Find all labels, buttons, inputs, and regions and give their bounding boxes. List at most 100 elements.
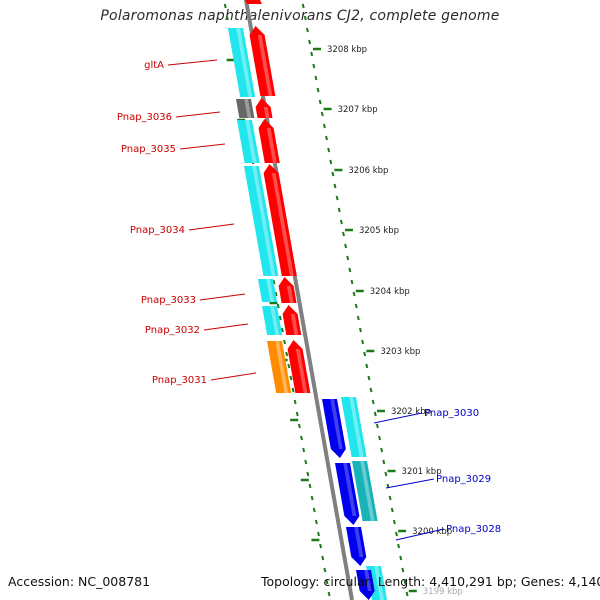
scale-tick-label: 3202 kbp <box>391 407 431 417</box>
track-dot <box>327 147 331 153</box>
cog-block-shine <box>374 566 385 600</box>
track-dot <box>367 375 371 381</box>
track-dot <box>306 471 310 477</box>
cds-arrow-reverse-shine <box>354 527 364 557</box>
track-dot <box>295 411 299 417</box>
cog-block-shine <box>266 279 275 302</box>
cds-arrow-reverse <box>356 570 375 600</box>
cds-arrow-forward <box>263 164 297 276</box>
genome-stats-text: Topology: circular; Length: 4,410,291 bp… <box>261 574 600 589</box>
track-dot <box>314 75 318 81</box>
cds-arrow-forward-shine <box>295 349 308 393</box>
gene-labels: gltA Pnap_3036 Pnap_3035 Pnap_3034 Pnap_3033… <box>117 59 501 541</box>
scale-tick-label: 3207 kbp <box>338 105 378 115</box>
track-dot <box>373 411 377 417</box>
track-dot <box>371 399 375 405</box>
cog-block <box>258 279 278 302</box>
track-dot <box>317 531 320 537</box>
cds-arrow-reverse-shine <box>330 399 343 449</box>
scale-tick-label: 3199 kbp <box>423 587 463 597</box>
label-leader-line <box>385 478 435 489</box>
cds-arrow-forward-shine <box>271 173 294 276</box>
scale-tick-label: 3205 kbp <box>359 226 399 236</box>
track-dot <box>283 339 287 345</box>
cog-block <box>352 461 378 521</box>
track-dot <box>369 387 373 393</box>
track-dot <box>388 495 392 501</box>
track-dot <box>342 231 345 237</box>
scale-tick-label: 3203 kbp <box>380 347 420 357</box>
track-dot <box>380 447 384 453</box>
track-dot <box>293 399 297 405</box>
scale-tick-label: 3206 kbp <box>348 166 388 176</box>
gene-label-pnap-3028: Pnap_3028 <box>446 524 501 535</box>
track-dot <box>303 15 307 21</box>
track-dot <box>344 243 348 249</box>
track-dot <box>356 315 360 321</box>
cds-arrow-forward <box>245 0 262 4</box>
gene-label-glta: gltA <box>144 60 164 71</box>
cds-arrow-forward <box>282 305 302 335</box>
cog-block-shine <box>252 166 276 276</box>
cds-track <box>245 0 375 600</box>
gene-label-pnap-3029: Pnap_3029 <box>436 474 491 485</box>
track-dot <box>337 207 341 213</box>
track-dot <box>318 99 322 105</box>
track-dot <box>390 507 394 513</box>
gene-label-pnap-3032: Pnap_3032 <box>145 325 200 336</box>
label-leader-line <box>203 323 249 331</box>
label-leader-line <box>199 293 246 301</box>
track-dot <box>225 15 229 21</box>
track-dot <box>331 171 335 177</box>
gene-label-pnap-3036: Pnap_3036 <box>117 112 172 123</box>
track-dot <box>365 363 369 369</box>
track-dot <box>358 327 362 333</box>
track-dot <box>289 375 293 381</box>
track-dot <box>321 555 325 561</box>
map-title: Polaromonas naphthalenivorans CJ2, compl… <box>100 8 500 24</box>
cog-block <box>341 397 367 457</box>
scale-tick-label: 3208 kbp <box>327 45 367 55</box>
track-dot <box>302 447 306 453</box>
cog-block-shine <box>360 461 375 521</box>
track-dot <box>382 459 386 465</box>
track-dot <box>323 567 327 573</box>
cog-block <box>236 99 255 118</box>
track-dot <box>384 471 388 477</box>
track-dot <box>354 303 358 309</box>
track-dot <box>361 339 365 345</box>
scale-tick-label: 3204 kbp <box>370 287 410 297</box>
cog-block <box>244 166 279 276</box>
track-dot <box>325 135 328 141</box>
cds-arrow-reverse <box>346 527 367 566</box>
track-dot <box>333 183 337 189</box>
track-dot <box>276 303 280 309</box>
label-leader-line <box>167 59 218 66</box>
track-right-dots <box>301 3 409 597</box>
cog-block-shine <box>275 341 289 393</box>
cog-block-shine <box>349 397 364 457</box>
track-dot <box>291 387 295 393</box>
track-dot <box>310 495 314 501</box>
track-dot <box>308 483 312 489</box>
cog-block-shine <box>245 120 257 163</box>
label-leader-line <box>210 372 257 381</box>
label-leader-line <box>373 412 423 424</box>
track-dot <box>397 543 401 549</box>
track-dot <box>274 291 278 297</box>
cds-arrow-forward <box>278 277 297 303</box>
track-dot <box>285 351 289 357</box>
cog-block-shine <box>236 28 253 97</box>
cds-arrow-forward-shine <box>263 107 270 118</box>
track-dot <box>310 51 314 57</box>
track-dot <box>327 591 331 597</box>
genome-backbone <box>244 0 354 600</box>
track-dot <box>312 63 316 69</box>
gene-label-pnap-3031: Pnap_3031 <box>152 375 207 386</box>
track-dot <box>322 123 326 129</box>
track-dot <box>395 531 398 537</box>
track-dot <box>316 87 320 93</box>
label-leader-line <box>188 223 235 231</box>
track-dot <box>325 579 329 585</box>
